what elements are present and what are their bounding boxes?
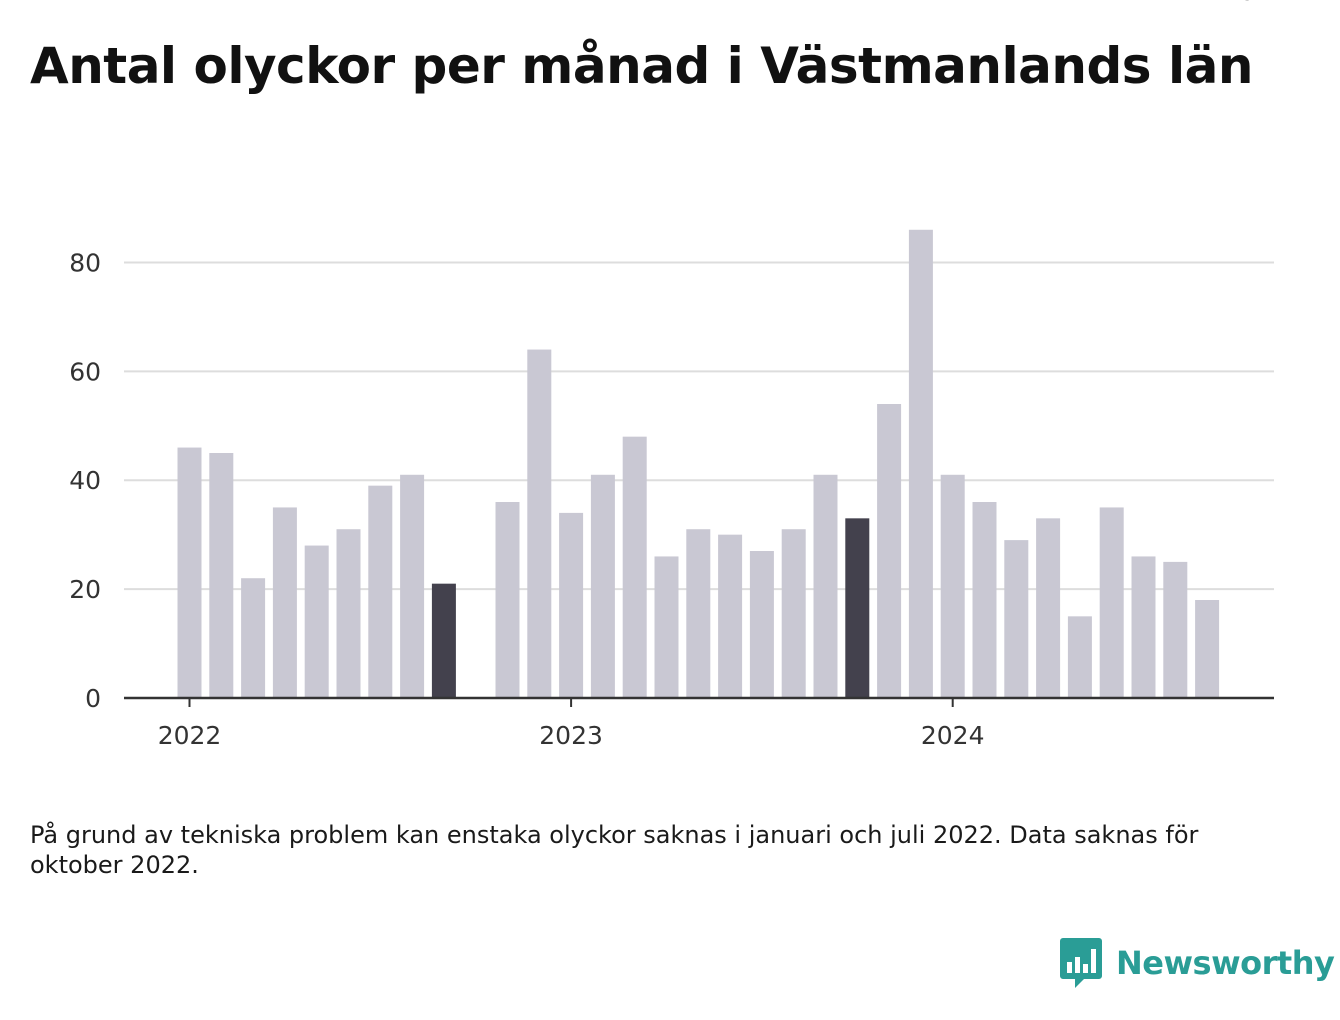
bar-2022-08 <box>400 474 425 698</box>
bar-2023-07 <box>749 551 774 698</box>
bar-2022-03 <box>241 578 266 698</box>
y-tick-label-0: 0 <box>85 684 101 713</box>
bar-2023-09 <box>813 474 838 698</box>
bar-2022-01 <box>177 447 202 698</box>
bar-2022-07 <box>368 485 393 698</box>
y-tick-label-60: 60 <box>69 357 101 386</box>
x-tick-label-2024: 2024 <box>921 721 985 750</box>
bar-chart: 0 20 40 60 80 2022 2023 2024 18 <box>69 0 1274 750</box>
bar-2022-06 <box>336 529 361 698</box>
y-tick-label-40: 40 <box>69 466 101 495</box>
data-label-2024-10: 18 <box>1222 0 1255 7</box>
y-axis-ticks: 0 20 40 60 80 <box>69 248 101 713</box>
bar-2023-11 <box>877 404 902 698</box>
bar-2023-10 <box>845 518 870 698</box>
chart-title: Antal olyckor per månad i Västmanlands l… <box>30 37 1253 95</box>
bar-2024-06 <box>1099 507 1124 698</box>
bar-2024-04 <box>1036 518 1061 698</box>
bar-2022-12 <box>527 349 552 698</box>
bar-2023-04 <box>654 556 679 698</box>
bar-2024-01 <box>940 474 965 698</box>
bar-2024-05 <box>1067 616 1092 698</box>
bar-2023-01 <box>559 512 584 698</box>
bar-2022-11 <box>495 502 520 698</box>
brand-name: Newsworthy <box>1116 944 1335 982</box>
bar-2023-05 <box>686 529 711 698</box>
bar-2024-07 <box>1131 556 1156 698</box>
bars <box>177 229 1220 698</box>
data-labels: 18 <box>1222 0 1255 7</box>
bar-2022-05 <box>304 545 329 698</box>
bar-2023-12 <box>908 229 933 698</box>
bar-2023-03 <box>622 436 647 698</box>
bar-2024-02 <box>972 502 997 698</box>
bar-2022-09 <box>431 583 456 698</box>
x-tick-label-2022: 2022 <box>158 721 222 750</box>
bar-2022-04 <box>272 507 297 698</box>
footnote: På grund av tekniska problem kan enstaka… <box>30 821 1199 879</box>
bar-2024-08 <box>1163 561 1188 698</box>
y-tick-label-20: 20 <box>69 575 101 604</box>
bar-2023-08 <box>781 529 806 698</box>
bar-2024-09 <box>1195 600 1220 698</box>
x-axis-ticks: 2022 2023 2024 <box>158 698 985 750</box>
bar-2022-02 <box>209 453 234 698</box>
x-tick-label-2023: 2023 <box>539 721 603 750</box>
bar-2023-02 <box>590 474 615 698</box>
y-tick-label-80: 80 <box>69 248 101 277</box>
bar-2024-03 <box>1004 540 1029 698</box>
bar-2023-06 <box>718 534 743 698</box>
newsworthy-brand[interactable]: Newsworthy <box>1060 938 1335 988</box>
newsworthy-logo-icon <box>1060 938 1102 988</box>
